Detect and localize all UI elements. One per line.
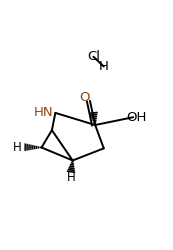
Text: HN: HN [34, 106, 53, 118]
Text: H: H [99, 60, 109, 73]
Text: O: O [80, 91, 90, 104]
Text: OH: OH [126, 111, 147, 124]
Text: H: H [67, 171, 75, 184]
Text: H: H [13, 141, 22, 154]
Text: Cl: Cl [87, 50, 100, 63]
